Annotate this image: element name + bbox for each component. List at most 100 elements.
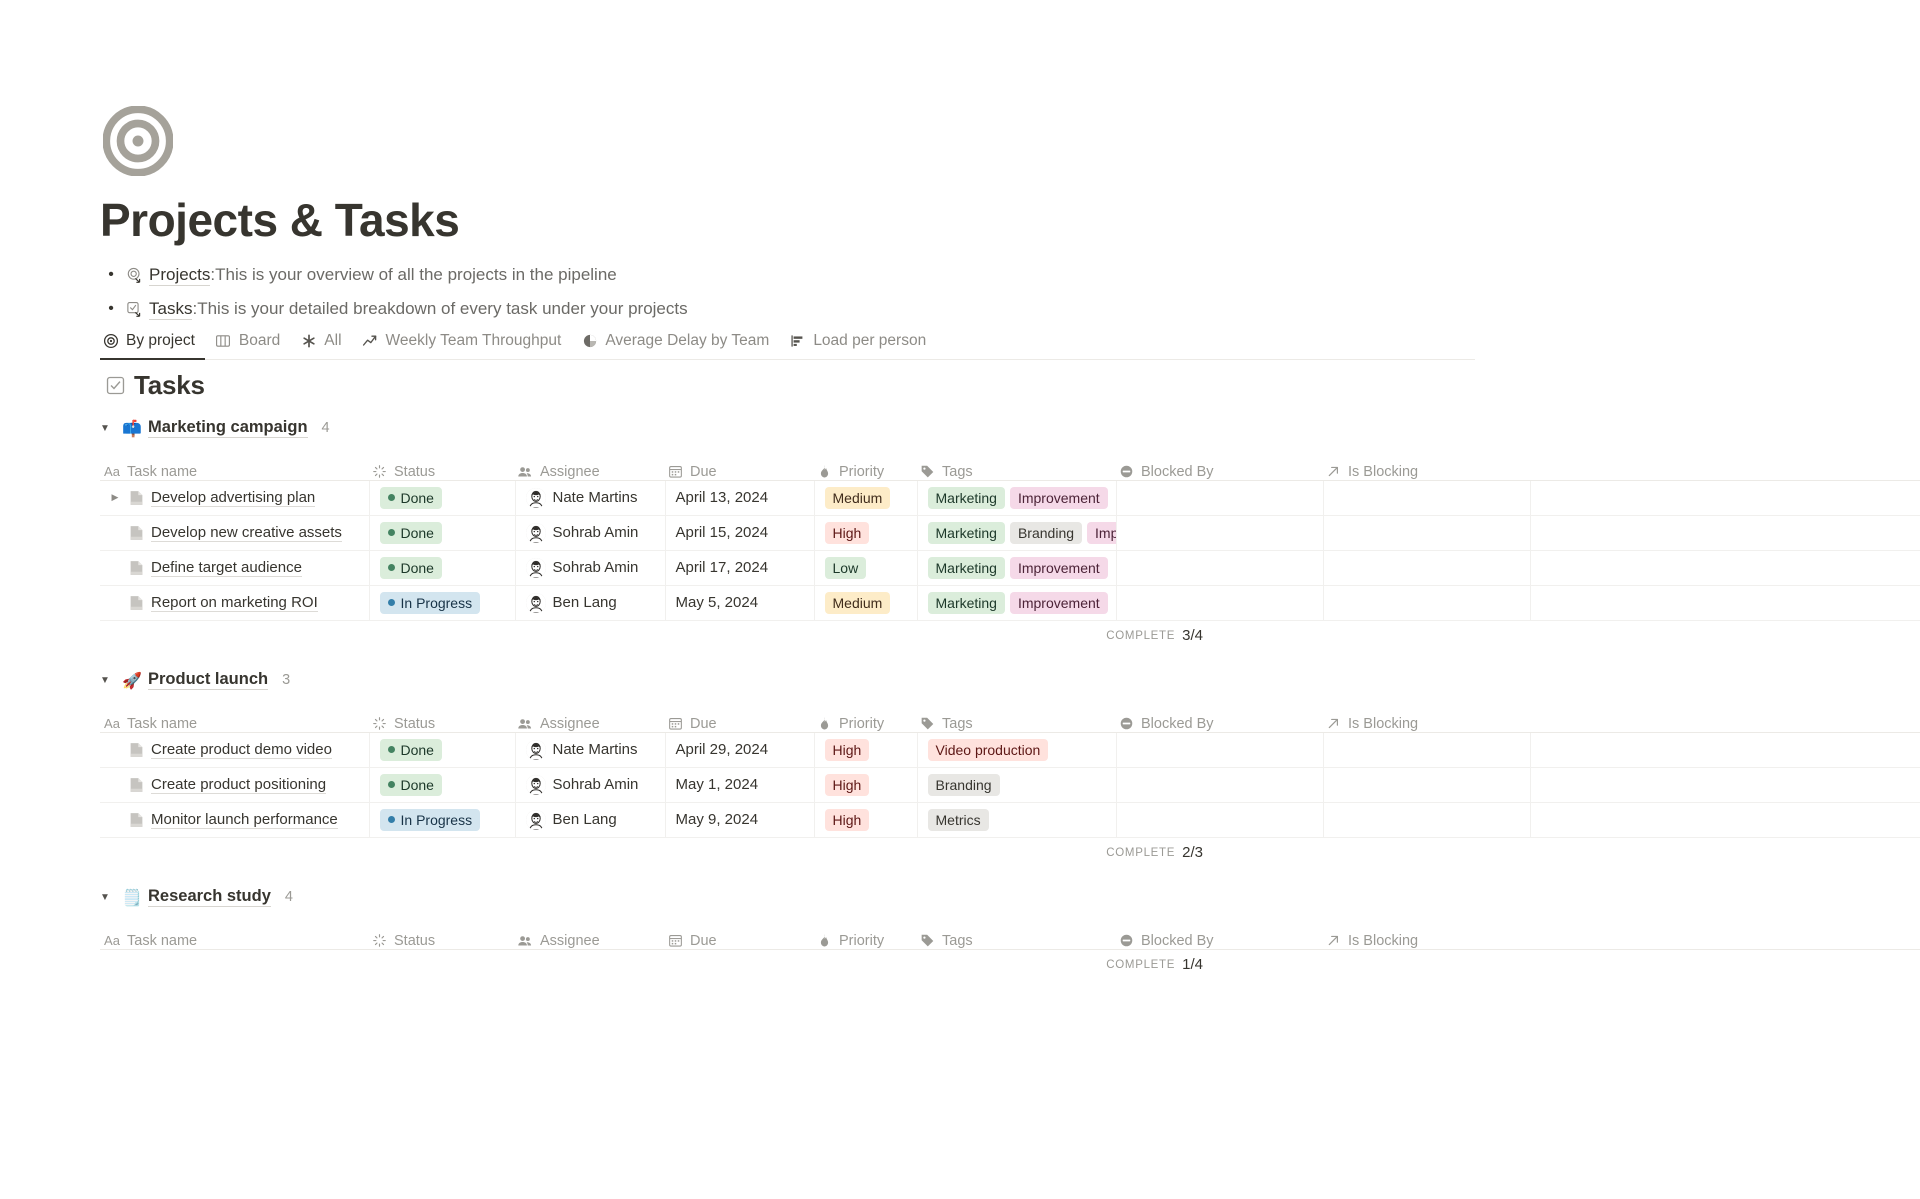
column-header-is-blocking[interactable]: Is Blocking (1323, 702, 1530, 733)
table-row[interactable]: Develop new creative assets Done Sohrab Am… (100, 515, 1920, 551)
cell-is-blocking[interactable] (1323, 585, 1531, 621)
cell-task-name[interactable]: Define target audience (100, 550, 370, 586)
cell-status[interactable]: Done (369, 767, 516, 803)
cell-status[interactable]: In Progress (369, 802, 516, 838)
cell-blocked-by[interactable] (1116, 802, 1324, 838)
projects-link[interactable]: Projects (149, 264, 211, 286)
cell-due-date[interactable]: April 13, 2024 (665, 480, 815, 516)
column-header-task-name[interactable]: Aa Task name (100, 702, 369, 733)
column-header-blocked-by[interactable]: Blocked By (1116, 702, 1323, 733)
tasks-link[interactable]: Tasks (149, 298, 193, 320)
tab-weekly-team-throughput[interactable]: Weekly Team Throughput (352, 332, 572, 359)
cell-assignee[interactable]: Ben Lang (515, 802, 666, 838)
cell-status[interactable]: In Progress (369, 585, 516, 621)
cell-assignee[interactable]: Ben Lang (515, 585, 666, 621)
column-header-blocked-by[interactable]: Blocked By (1116, 450, 1323, 481)
cell-due-date[interactable]: May 1, 2024 (665, 767, 815, 803)
cell-task-name[interactable]: Develop new creative assets (100, 515, 370, 551)
task-name-label[interactable]: Create product positioning (151, 775, 327, 794)
cell-blocked-by[interactable] (1116, 585, 1324, 621)
table-row[interactable]: Monitor launch performance In Progress Ben… (100, 802, 1920, 838)
cell-priority[interactable]: Medium (814, 480, 918, 516)
table-row[interactable]: Report on marketing ROI In Progress Ben La… (100, 585, 1920, 621)
column-header-task-name[interactable]: Aa Task name (100, 450, 369, 481)
group-collapse-caret[interactable]: ▼ (100, 674, 110, 686)
cell-blocked-by[interactable] (1116, 767, 1324, 803)
cell-is-blocking[interactable] (1323, 550, 1531, 586)
cell-due-date[interactable]: May 9, 2024 (665, 802, 815, 838)
cell-status[interactable]: Done (369, 732, 516, 768)
row-expand-caret[interactable]: ▶ (111, 492, 119, 502)
task-name-label[interactable]: Develop new creative assets (151, 523, 342, 542)
table-row[interactable]: Define target audience Done Sohrab Amin Apr… (100, 550, 1920, 586)
cell-is-blocking[interactable] (1323, 767, 1531, 803)
task-name-label[interactable]: Report on marketing ROI (151, 593, 318, 612)
cell-tags[interactable]: Metrics (917, 802, 1117, 838)
cell-priority[interactable]: High (814, 767, 918, 803)
cell-tags[interactable]: Marketing Improvement (917, 480, 1117, 516)
table-row[interactable]: ▶ Develop advertising plan Done Nate Martin… (100, 480, 1920, 516)
cell-task-name[interactable]: ▶ Develop advertising plan (100, 480, 370, 516)
group-name-label[interactable]: Product launch (148, 670, 269, 690)
cell-priority[interactable]: High (814, 515, 918, 551)
cell-task-name[interactable]: Report on marketing ROI (100, 585, 370, 621)
column-header-due[interactable]: Due (665, 919, 814, 950)
column-header-priority[interactable]: Priority (814, 702, 917, 733)
cell-tags[interactable]: Video production (917, 732, 1117, 768)
column-header-status[interactable]: Status (369, 919, 515, 950)
cell-tags[interactable]: MarketingBrandingImprovement (917, 515, 1117, 551)
column-header-tags[interactable]: Tags (917, 450, 1116, 481)
column-header-tags[interactable]: Tags (917, 919, 1116, 950)
cell-due-date[interactable]: April 17, 2024 (665, 550, 815, 586)
column-header-blocked-by[interactable]: Blocked By (1116, 919, 1323, 950)
cell-due-date[interactable]: April 15, 2024 (665, 515, 815, 551)
table-row[interactable]: Create product positioning Done Sohrab Ami… (100, 767, 1920, 803)
column-header-is-blocking[interactable]: Is Blocking (1323, 919, 1530, 950)
cell-is-blocking[interactable] (1323, 515, 1531, 551)
group-name-label[interactable]: Marketing campaign (148, 418, 308, 438)
cell-blocked-by[interactable] (1116, 550, 1324, 586)
task-name-label[interactable]: Define target audience (151, 558, 302, 577)
cell-assignee[interactable]: Nate Martins (515, 480, 666, 516)
cell-task-name[interactable]: Monitor launch performance (100, 802, 370, 838)
tab-by-project[interactable]: By project (100, 332, 205, 360)
cell-blocked-by[interactable] (1116, 732, 1324, 768)
group-name-label[interactable]: Research study (148, 887, 271, 907)
cell-tags[interactable]: Marketing Improvement (917, 585, 1117, 621)
task-name-label[interactable]: Develop advertising plan (151, 488, 316, 507)
cell-status[interactable]: Done (369, 515, 516, 551)
cell-task-name[interactable]: Create product demo video (100, 732, 370, 768)
table-row[interactable]: Create product demo video Done Nate Martin… (100, 732, 1920, 768)
column-header-priority[interactable]: Priority (814, 919, 917, 950)
cell-priority[interactable]: Low (814, 550, 918, 586)
tab-all[interactable]: All (290, 332, 351, 359)
group-collapse-caret[interactable]: ▼ (100, 891, 110, 903)
group-collapse-caret[interactable]: ▼ (100, 422, 110, 434)
task-name-label[interactable]: Monitor launch performance (151, 810, 338, 829)
cell-tags[interactable]: Branding (917, 767, 1117, 803)
tab-load-per-person[interactable]: Load per person (779, 332, 936, 359)
column-header-priority[interactable]: Priority (814, 450, 917, 481)
cell-due-date[interactable]: May 5, 2024 (665, 585, 815, 621)
cell-is-blocking[interactable] (1323, 732, 1531, 768)
cell-status[interactable]: Done (369, 550, 516, 586)
tab-average-delay-by-team[interactable]: Average Delay by Team (571, 332, 779, 359)
cell-blocked-by[interactable] (1116, 515, 1324, 551)
cell-tags[interactable]: Marketing Improvement (917, 550, 1117, 586)
cell-priority[interactable]: High (814, 732, 918, 768)
task-name-label[interactable]: Create product demo video (151, 740, 332, 759)
column-header-status[interactable]: Status (369, 702, 515, 733)
cell-task-name[interactable]: Create product positioning (100, 767, 370, 803)
column-header-is-blocking[interactable]: Is Blocking (1323, 450, 1530, 481)
cell-is-blocking[interactable] (1323, 480, 1531, 516)
column-header-task-name[interactable]: Aa Task name (100, 919, 369, 950)
cell-blocked-by[interactable] (1116, 480, 1324, 516)
cell-due-date[interactable]: April 29, 2024 (665, 732, 815, 768)
cell-assignee[interactable]: Sohrab Amin (515, 550, 666, 586)
column-header-assignee[interactable]: Assignee (515, 702, 665, 733)
cell-status[interactable]: Done (369, 480, 516, 516)
cell-priority[interactable]: Medium (814, 585, 918, 621)
tab-board[interactable]: Board (205, 332, 290, 359)
column-header-due[interactable]: Due (665, 702, 814, 733)
cell-priority[interactable]: High (814, 802, 918, 838)
